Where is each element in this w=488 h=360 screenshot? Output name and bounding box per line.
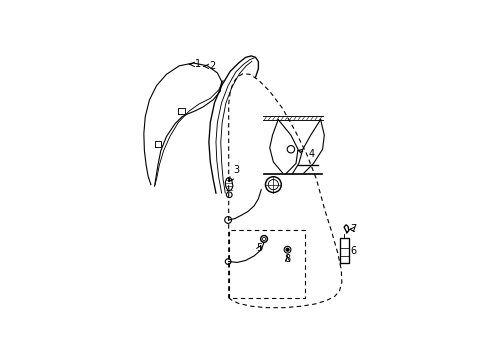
Text: 8: 8 (284, 254, 290, 264)
Text: 4: 4 (297, 149, 314, 159)
Text: 5: 5 (256, 243, 262, 253)
Text: 7: 7 (349, 224, 356, 234)
Text: 3: 3 (229, 166, 239, 181)
Circle shape (285, 248, 288, 251)
Text: 1: 1 (189, 59, 201, 69)
Text: 6: 6 (350, 246, 356, 256)
Text: 2: 2 (203, 62, 215, 71)
